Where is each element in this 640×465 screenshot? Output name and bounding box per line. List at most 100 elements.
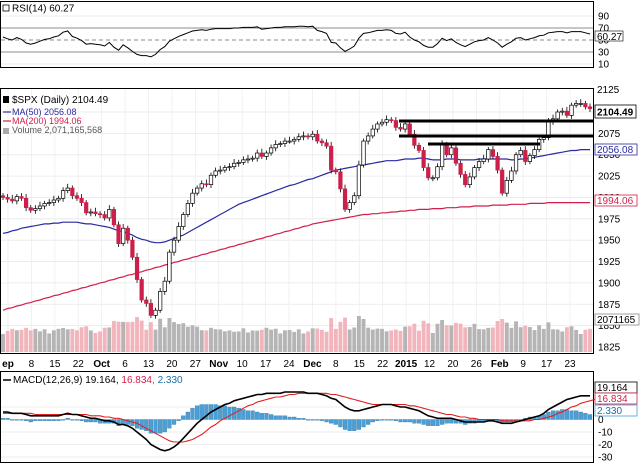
candle [236,159,241,167]
candle [10,194,15,204]
candle-body [296,136,301,140]
volume-bar [403,326,408,352]
candle [14,194,19,205]
volume-bar [195,326,200,352]
volume-bar [287,330,292,352]
price-tick-label: 1875 [598,300,621,311]
rsi-panel-frame [0,1,594,68]
volume-bar [264,327,269,352]
volume-bar [449,325,454,352]
candle [412,129,417,149]
candle [361,138,366,168]
candle-body [541,137,546,140]
candle [79,194,84,206]
volume-bar [454,322,458,352]
candle-body [28,207,33,211]
volume-bar [356,316,361,352]
histogram-bar [213,404,218,420]
candle-body [430,177,435,180]
volume-bar [10,328,15,352]
macd-series [3,391,590,452]
histogram-bar [51,419,56,421]
date-tick-label: 26 [471,359,483,370]
candle-body [245,158,251,161]
date-axis: ep 8 15 22 Oct 6 13 20 27 Nov 10 17 24 Dec 8 15 22 2015 12… [2,359,576,370]
candle [305,133,311,140]
candle [56,195,61,203]
histogram-bar [227,406,232,420]
candle-body [259,152,264,157]
candle-body [213,170,218,176]
candle [24,194,29,212]
histogram-bar [33,419,38,421]
volume-bar [366,327,371,352]
histogram-bar [162,419,167,433]
candle-body [33,208,38,211]
histogram-bar [0,418,6,420]
signal-value-tag-text: 16.834 [597,394,628,405]
candle-body [384,119,389,123]
volume-bar [352,327,357,352]
macd-legend: MACD(12,26,9) 19.164, 16.834, 2.330 [3,375,183,386]
candle-body [555,111,560,120]
histogram-bar [19,419,24,421]
signal-line [3,392,600,443]
candle [102,211,107,221]
candle [435,163,440,181]
histogram-bar [338,419,343,428]
rsi-value-tag: 60.27 [594,30,624,43]
volume-bar [5,330,10,352]
volume-bar [430,333,435,352]
candle-body [356,164,362,197]
rsi-gridlines [1,15,593,65]
volume-bar [204,330,209,352]
volume-bar [116,321,121,352]
histogram-bar [204,404,209,420]
volume-bar [218,329,223,352]
candle [310,130,315,141]
macd-tick-label: -10 [598,428,613,439]
candle [121,223,126,247]
ma50-series [2,149,590,244]
candle-body [287,140,292,143]
volume-bar [398,330,403,352]
histogram-bar [144,419,149,431]
histogram-bar [296,418,301,420]
ma200-value-tag-box [594,194,638,207]
candle-body [5,197,10,200]
candle [356,160,362,200]
volume-bar [458,323,463,352]
volume-bar [102,327,107,352]
date-tick-label: 2015 [395,359,418,370]
candle [84,200,89,216]
volume-bar [28,330,33,352]
volume-bar [541,328,546,352]
candle-body [130,239,135,258]
candle [527,153,533,165]
ma50-line [2,149,590,244]
histogram-bar [375,419,380,421]
volume-bar [407,326,412,352]
histogram-bar [315,419,320,421]
candle [153,307,158,319]
rsi-legend-icon [2,4,10,12]
candle-body [255,152,260,159]
ma200-value-tag-text: 1994.06 [597,196,634,207]
candle [222,164,227,173]
candle-body [190,192,195,204]
volume-bar [167,318,172,352]
candle-body [97,213,103,216]
candle [162,276,167,295]
date-tick-label: 17 [260,359,272,370]
date-tick-label: 20 [447,359,459,370]
candle-body [416,144,422,151]
volume-bar [306,331,310,352]
ma200-line [2,202,590,311]
candle-body [315,133,320,142]
histogram-value-tag: 2.330 [594,404,638,417]
candle [70,185,75,200]
signal-value-tag: 16.834 [594,392,638,405]
date-tick-label: 20 [166,359,178,370]
candle [583,100,588,110]
volume-bar [153,329,158,352]
